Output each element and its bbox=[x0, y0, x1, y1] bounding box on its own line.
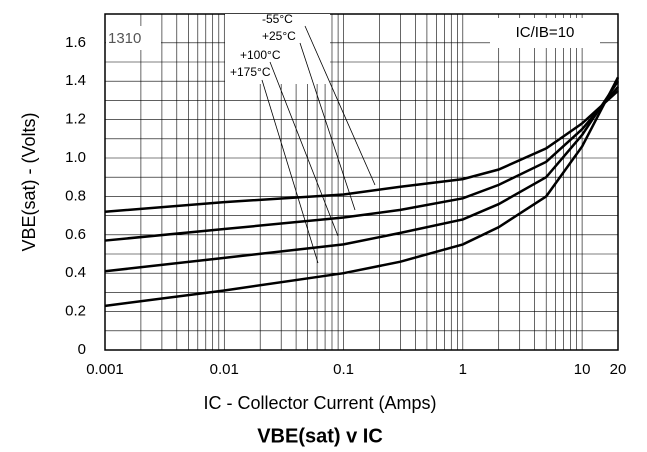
leader-line bbox=[304, 25, 376, 186]
y-tick-label: 1.4 bbox=[65, 72, 86, 89]
y-tick-label: 1.6 bbox=[65, 34, 86, 51]
x-axis-label: IC - Collector Current (Amps) bbox=[203, 393, 436, 413]
y-tick-label: 0.6 bbox=[65, 226, 86, 243]
y-tick-label: 0.8 bbox=[65, 187, 86, 204]
y-tick-label: 0.2 bbox=[65, 303, 86, 320]
x-tick-label: 20 bbox=[610, 361, 627, 378]
x-tick-label: 1 bbox=[459, 361, 467, 378]
y-tick-label: 0.4 bbox=[65, 264, 86, 281]
leader-line bbox=[261, 79, 319, 264]
series-label: +25°C bbox=[262, 29, 296, 43]
chart-title: VBE(sat) v IC bbox=[257, 425, 383, 447]
plot-area bbox=[104, 13, 619, 351]
y-tick-label: 0 bbox=[78, 341, 86, 358]
annotation: 1310 bbox=[108, 30, 141, 47]
leader-line bbox=[299, 42, 356, 211]
x-tick-label: 0.001 bbox=[86, 361, 124, 378]
series-label: +175°C bbox=[230, 65, 271, 79]
x-tick-label: 0.1 bbox=[333, 361, 354, 378]
y-axis-label: VBE(sat) - (Volts) bbox=[19, 112, 39, 251]
leader-line bbox=[269, 61, 339, 237]
annotation-box bbox=[490, 18, 600, 48]
series-label: -55°C bbox=[262, 12, 293, 26]
series-line bbox=[104, 76, 620, 308]
annotation: IC/IB=10 bbox=[516, 24, 575, 41]
x-tick-label: 0.01 bbox=[210, 361, 239, 378]
y-tick-label: 1.0 bbox=[65, 149, 86, 166]
label-box bbox=[225, 14, 330, 84]
series-line bbox=[104, 89, 619, 214]
y-tick-label: 1.2 bbox=[65, 111, 86, 128]
series-label: +100°C bbox=[240, 48, 281, 62]
series-line bbox=[104, 86, 619, 242]
x-tick-label: 10 bbox=[574, 361, 591, 378]
series-line bbox=[104, 80, 620, 273]
annotation-box bbox=[106, 26, 161, 50]
